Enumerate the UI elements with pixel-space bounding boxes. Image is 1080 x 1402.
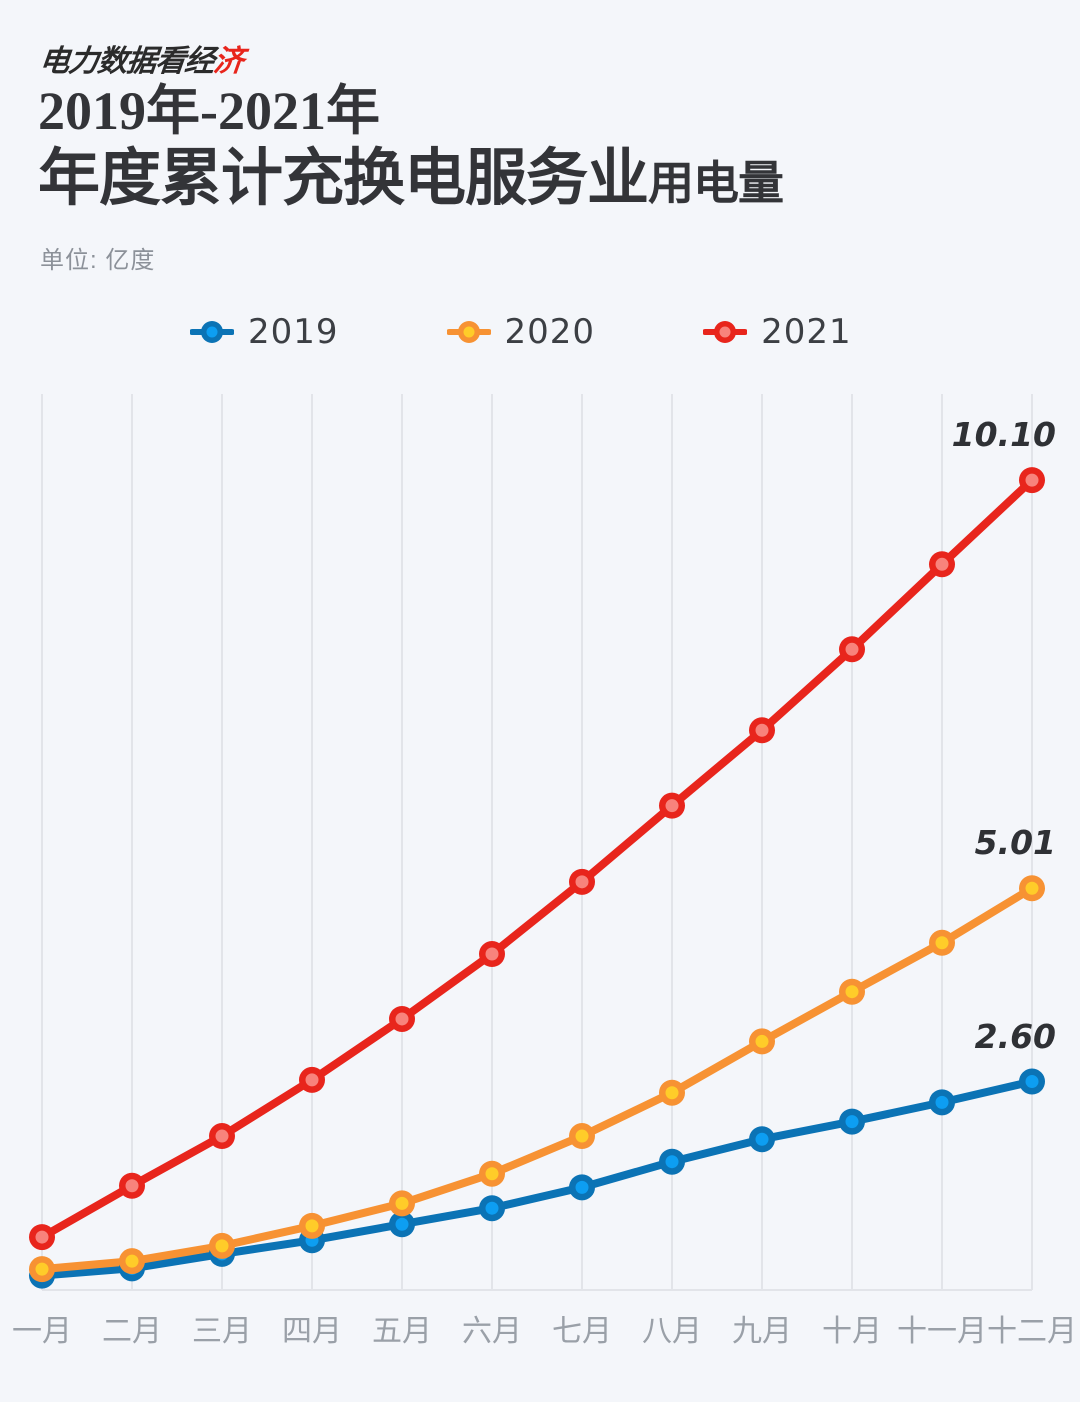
x-axis-label-9: 九月 [732,1315,792,1348]
data-point-2021-十月[interactable] [839,636,865,663]
series-line-2019 [38,1077,1036,1280]
end-value-label-2020: 5.01 [974,823,1056,863]
series-line-2021 [38,476,1036,1242]
data-point-2019-十月[interactable] [839,1108,865,1135]
legend-label-2021: 2021 [761,312,852,352]
unit-label: 单位: 亿度 [40,247,156,274]
data-point-2020-三月[interactable] [209,1232,235,1259]
legend-label-2020: 2020 [504,312,596,352]
data-point-2019-七月[interactable] [569,1174,595,1201]
legend-item-2020[interactable]: 2020 [445,312,596,352]
data-point-2021-十一月[interactable] [929,551,955,578]
end-value-label-2021: 10.10 [951,415,1056,455]
page-title-suffix: 用电量 [648,158,784,209]
x-axis-label-3: 三月 [192,1315,252,1348]
data-point-2021-一月[interactable] [29,1224,55,1251]
data-point-2020-十一月[interactable] [929,929,955,956]
data-point-2021-四月[interactable] [299,1066,325,1093]
data-point-2019-九月[interactable] [749,1126,775,1153]
x-axis-label-2: 二月 [102,1315,162,1348]
legend-item-2019[interactable]: 2019 [189,312,339,352]
data-point-2021-六月[interactable] [479,941,505,968]
series-line-2020 [38,884,1036,1274]
data-point-2020-八月[interactable] [659,1079,685,1106]
data-point-2019-十一月[interactable] [929,1089,955,1116]
x-axis-label-5: 五月 [372,1315,432,1348]
data-point-2020-十二月[interactable] [1019,875,1045,902]
page-title-main: 年度累计充换电服务业 [38,145,649,213]
data-point-2019-五月[interactable] [389,1211,415,1238]
data-point-2021-八月[interactable] [659,792,685,819]
end-value-label-2019: 2.60 [974,1016,1056,1056]
x-axis-label-10: 十月 [822,1315,882,1348]
legend-item-2021[interactable]: 2021 [702,312,852,352]
legend-marker-icon [702,318,749,346]
chart-legend: 2019 2020 2021 [189,312,852,352]
data-point-2020-七月[interactable] [569,1123,595,1150]
data-point-2020-九月[interactable] [749,1028,775,1055]
x-axis-label-12: 十二月 [987,1315,1077,1348]
data-point-2020-四月[interactable] [299,1212,325,1239]
data-point-2021-十二月[interactable] [1019,467,1045,494]
page-title: 年度累计充换电服务业用电量 [38,145,784,213]
legend-marker-icon [445,318,492,346]
data-point-2020-一月[interactable] [29,1256,55,1283]
x-axis-label-6: 六月 [462,1315,522,1348]
data-point-2020-十月[interactable] [839,978,865,1005]
page-title-year-range: 2019年-2021年 [38,81,380,141]
data-point-2021-九月[interactable] [749,717,775,744]
data-point-2020-二月[interactable] [119,1248,145,1275]
data-point-2019-八月[interactable] [659,1148,685,1175]
x-axis-label-8: 八月 [642,1315,702,1348]
x-axis-label-4: 四月 [282,1315,342,1348]
x-axis-labels: 一月 二月 三月 四月 五月 六月 七月 八月 九月 十月 十一月 十二月 [0,1306,1080,1366]
x-axis-label-1: 一月 [12,1315,72,1348]
data-point-2020-五月[interactable] [389,1190,415,1217]
data-point-2021-七月[interactable] [569,868,595,895]
data-point-2021-三月[interactable] [209,1123,235,1150]
data-point-2019-六月[interactable] [479,1195,505,1222]
legend-marker-icon [189,318,235,346]
x-axis-label-7: 七月 [552,1315,612,1348]
data-point-2020-六月[interactable] [479,1160,505,1187]
data-point-2019-十二月[interactable] [1019,1068,1045,1095]
data-point-2021-五月[interactable] [389,1005,415,1032]
legend-label-2019: 2019 [248,312,339,352]
data-point-2021-二月[interactable] [119,1172,145,1199]
x-axis-label-11: 十一月 [897,1315,987,1348]
